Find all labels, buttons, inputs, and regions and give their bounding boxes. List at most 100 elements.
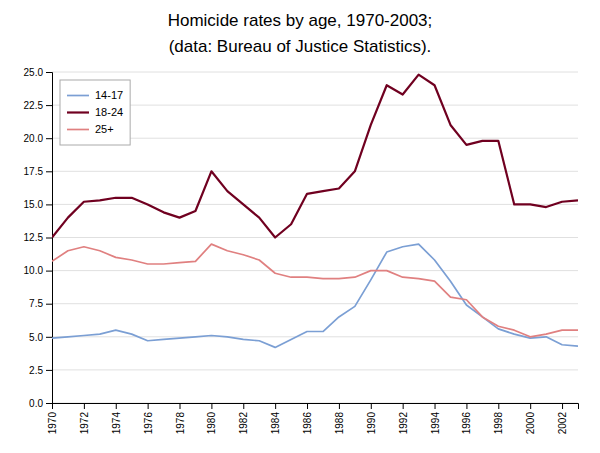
x-tick-mark bbox=[466, 403, 467, 409]
series-line bbox=[52, 244, 578, 347]
y-tick-label: 7.5 bbox=[29, 298, 43, 309]
x-tick-label: 1980 bbox=[206, 412, 217, 435]
legend-swatch bbox=[67, 129, 89, 131]
lines bbox=[52, 75, 578, 348]
chart-container: Homicide rates by age, 1970-2003;(data: … bbox=[0, 0, 600, 453]
x-tick-label: 1974 bbox=[111, 412, 122, 435]
y-tick-label: 5.0 bbox=[29, 332, 43, 343]
legend-item: 14-17 bbox=[67, 89, 123, 101]
plot: 1970197219741976197819801982198419861988… bbox=[24, 67, 579, 435]
x-tick: 2002 bbox=[557, 403, 568, 434]
x-tick-label: 2000 bbox=[525, 412, 536, 435]
x-tick: 1990 bbox=[366, 403, 377, 434]
grid-line bbox=[52, 171, 578, 172]
y-tick: 15.0 bbox=[24, 199, 52, 210]
y-tick-mark bbox=[46, 304, 52, 305]
x-tick: 1978 bbox=[175, 403, 186, 434]
x-tick-mark bbox=[116, 403, 117, 409]
x-tick-mark bbox=[339, 403, 340, 409]
x-tick-mark bbox=[530, 403, 531, 409]
x-tick-label: 1972 bbox=[79, 412, 90, 435]
y-tick: 22.5 bbox=[24, 100, 52, 111]
grid-line bbox=[52, 303, 578, 304]
x-tick-mark bbox=[371, 403, 372, 409]
y-tick-label: 2.5 bbox=[29, 365, 43, 376]
x-tick: 1992 bbox=[398, 403, 409, 434]
x-tick-label: 1984 bbox=[270, 412, 281, 435]
grid-line bbox=[52, 270, 578, 271]
y-tick-label: 25.0 bbox=[24, 67, 44, 78]
x-tick-mark bbox=[275, 403, 276, 409]
x-tick-mark bbox=[435, 403, 436, 409]
subtitle: (data: Bureau of Justice Statistics). bbox=[169, 37, 432, 56]
legend-swatch bbox=[67, 95, 89, 97]
y-axis-line bbox=[46, 73, 53, 404]
x-tick: 1986 bbox=[302, 403, 313, 434]
x-tick-label: 1976 bbox=[143, 412, 154, 435]
grid bbox=[52, 72, 578, 403]
x-tick: 1972 bbox=[79, 403, 90, 434]
x-tick-mark bbox=[84, 403, 85, 409]
x-tick: 1994 bbox=[430, 403, 441, 434]
x-tick-mark bbox=[211, 403, 212, 409]
legend-label: 14-17 bbox=[95, 89, 123, 101]
grid-line bbox=[52, 369, 578, 370]
y-tick-mark bbox=[46, 271, 52, 272]
y-tick-label: 22.5 bbox=[24, 100, 44, 111]
x-tick-mark bbox=[498, 403, 499, 409]
y-tick-label: 12.5 bbox=[24, 232, 44, 243]
y-tick-mark bbox=[46, 403, 52, 404]
y-tick-label: 10.0 bbox=[24, 265, 44, 276]
y-tick-label: 17.5 bbox=[24, 166, 44, 177]
y-tick: 17.5 bbox=[24, 166, 52, 177]
y-tick: 0.0 bbox=[29, 398, 52, 409]
x-axis: 1970197219741976197819801982198419861988… bbox=[47, 403, 579, 434]
x-tick: 1974 bbox=[111, 403, 122, 434]
grid-line bbox=[52, 237, 578, 238]
x-tick: 1998 bbox=[493, 403, 504, 434]
y-tick: 12.5 bbox=[24, 232, 52, 243]
x-tick-mark bbox=[562, 403, 563, 409]
x-tick: 1982 bbox=[238, 403, 249, 434]
legend-swatch bbox=[67, 111, 89, 113]
x-tick-mark bbox=[148, 403, 149, 409]
y-tick: 5.0 bbox=[29, 332, 52, 343]
x-tick-label: 1994 bbox=[430, 412, 441, 435]
legend-label: 25+ bbox=[95, 123, 114, 135]
x-tick-label: 1988 bbox=[334, 412, 345, 435]
x-tick: 1988 bbox=[334, 403, 345, 434]
grid-line bbox=[52, 138, 578, 139]
x-tick-label: 1982 bbox=[238, 412, 249, 435]
y-tick-mark bbox=[46, 204, 52, 205]
x-tick: 1984 bbox=[270, 403, 281, 434]
grid-line bbox=[52, 204, 578, 205]
y-tick-mark bbox=[46, 138, 52, 139]
y-tick-mark bbox=[46, 370, 52, 371]
x-tick: 2000 bbox=[525, 403, 536, 434]
legend-box bbox=[60, 80, 130, 145]
series-line bbox=[52, 75, 578, 238]
x-tick-label: 2002 bbox=[557, 412, 568, 435]
series-line bbox=[52, 244, 578, 337]
y-axis: 0.0 2.5 5.0 7.5 10.0 12.5 15.0 17.5 20.0 22.5 25.0 bbox=[24, 67, 53, 409]
x-tick-mark bbox=[307, 403, 308, 409]
y-tick-label: 20.0 bbox=[24, 133, 44, 144]
y-tick-mark bbox=[46, 238, 52, 239]
y-tick-label: 0.0 bbox=[29, 398, 43, 409]
x-tick-label: 1992 bbox=[398, 412, 409, 435]
y-tick: 7.5 bbox=[29, 298, 52, 309]
y-tick: 2.5 bbox=[29, 365, 52, 376]
x-tick: 1980 bbox=[206, 403, 217, 434]
y-tick: 25.0 bbox=[24, 67, 52, 78]
x-tick-label: 1978 bbox=[175, 412, 186, 435]
grid-line bbox=[52, 72, 578, 73]
x-tick-label: 1996 bbox=[461, 412, 472, 435]
x-tick-mark bbox=[180, 403, 181, 409]
x-tick: 1976 bbox=[143, 403, 154, 434]
y-tick-mark bbox=[46, 72, 52, 73]
x-tick-mark bbox=[243, 403, 244, 409]
x-tick-label: 1990 bbox=[366, 412, 377, 435]
y-tick-mark bbox=[46, 171, 52, 172]
x-tick-label: 1986 bbox=[302, 412, 313, 435]
y-tick: 10.0 bbox=[24, 265, 52, 276]
